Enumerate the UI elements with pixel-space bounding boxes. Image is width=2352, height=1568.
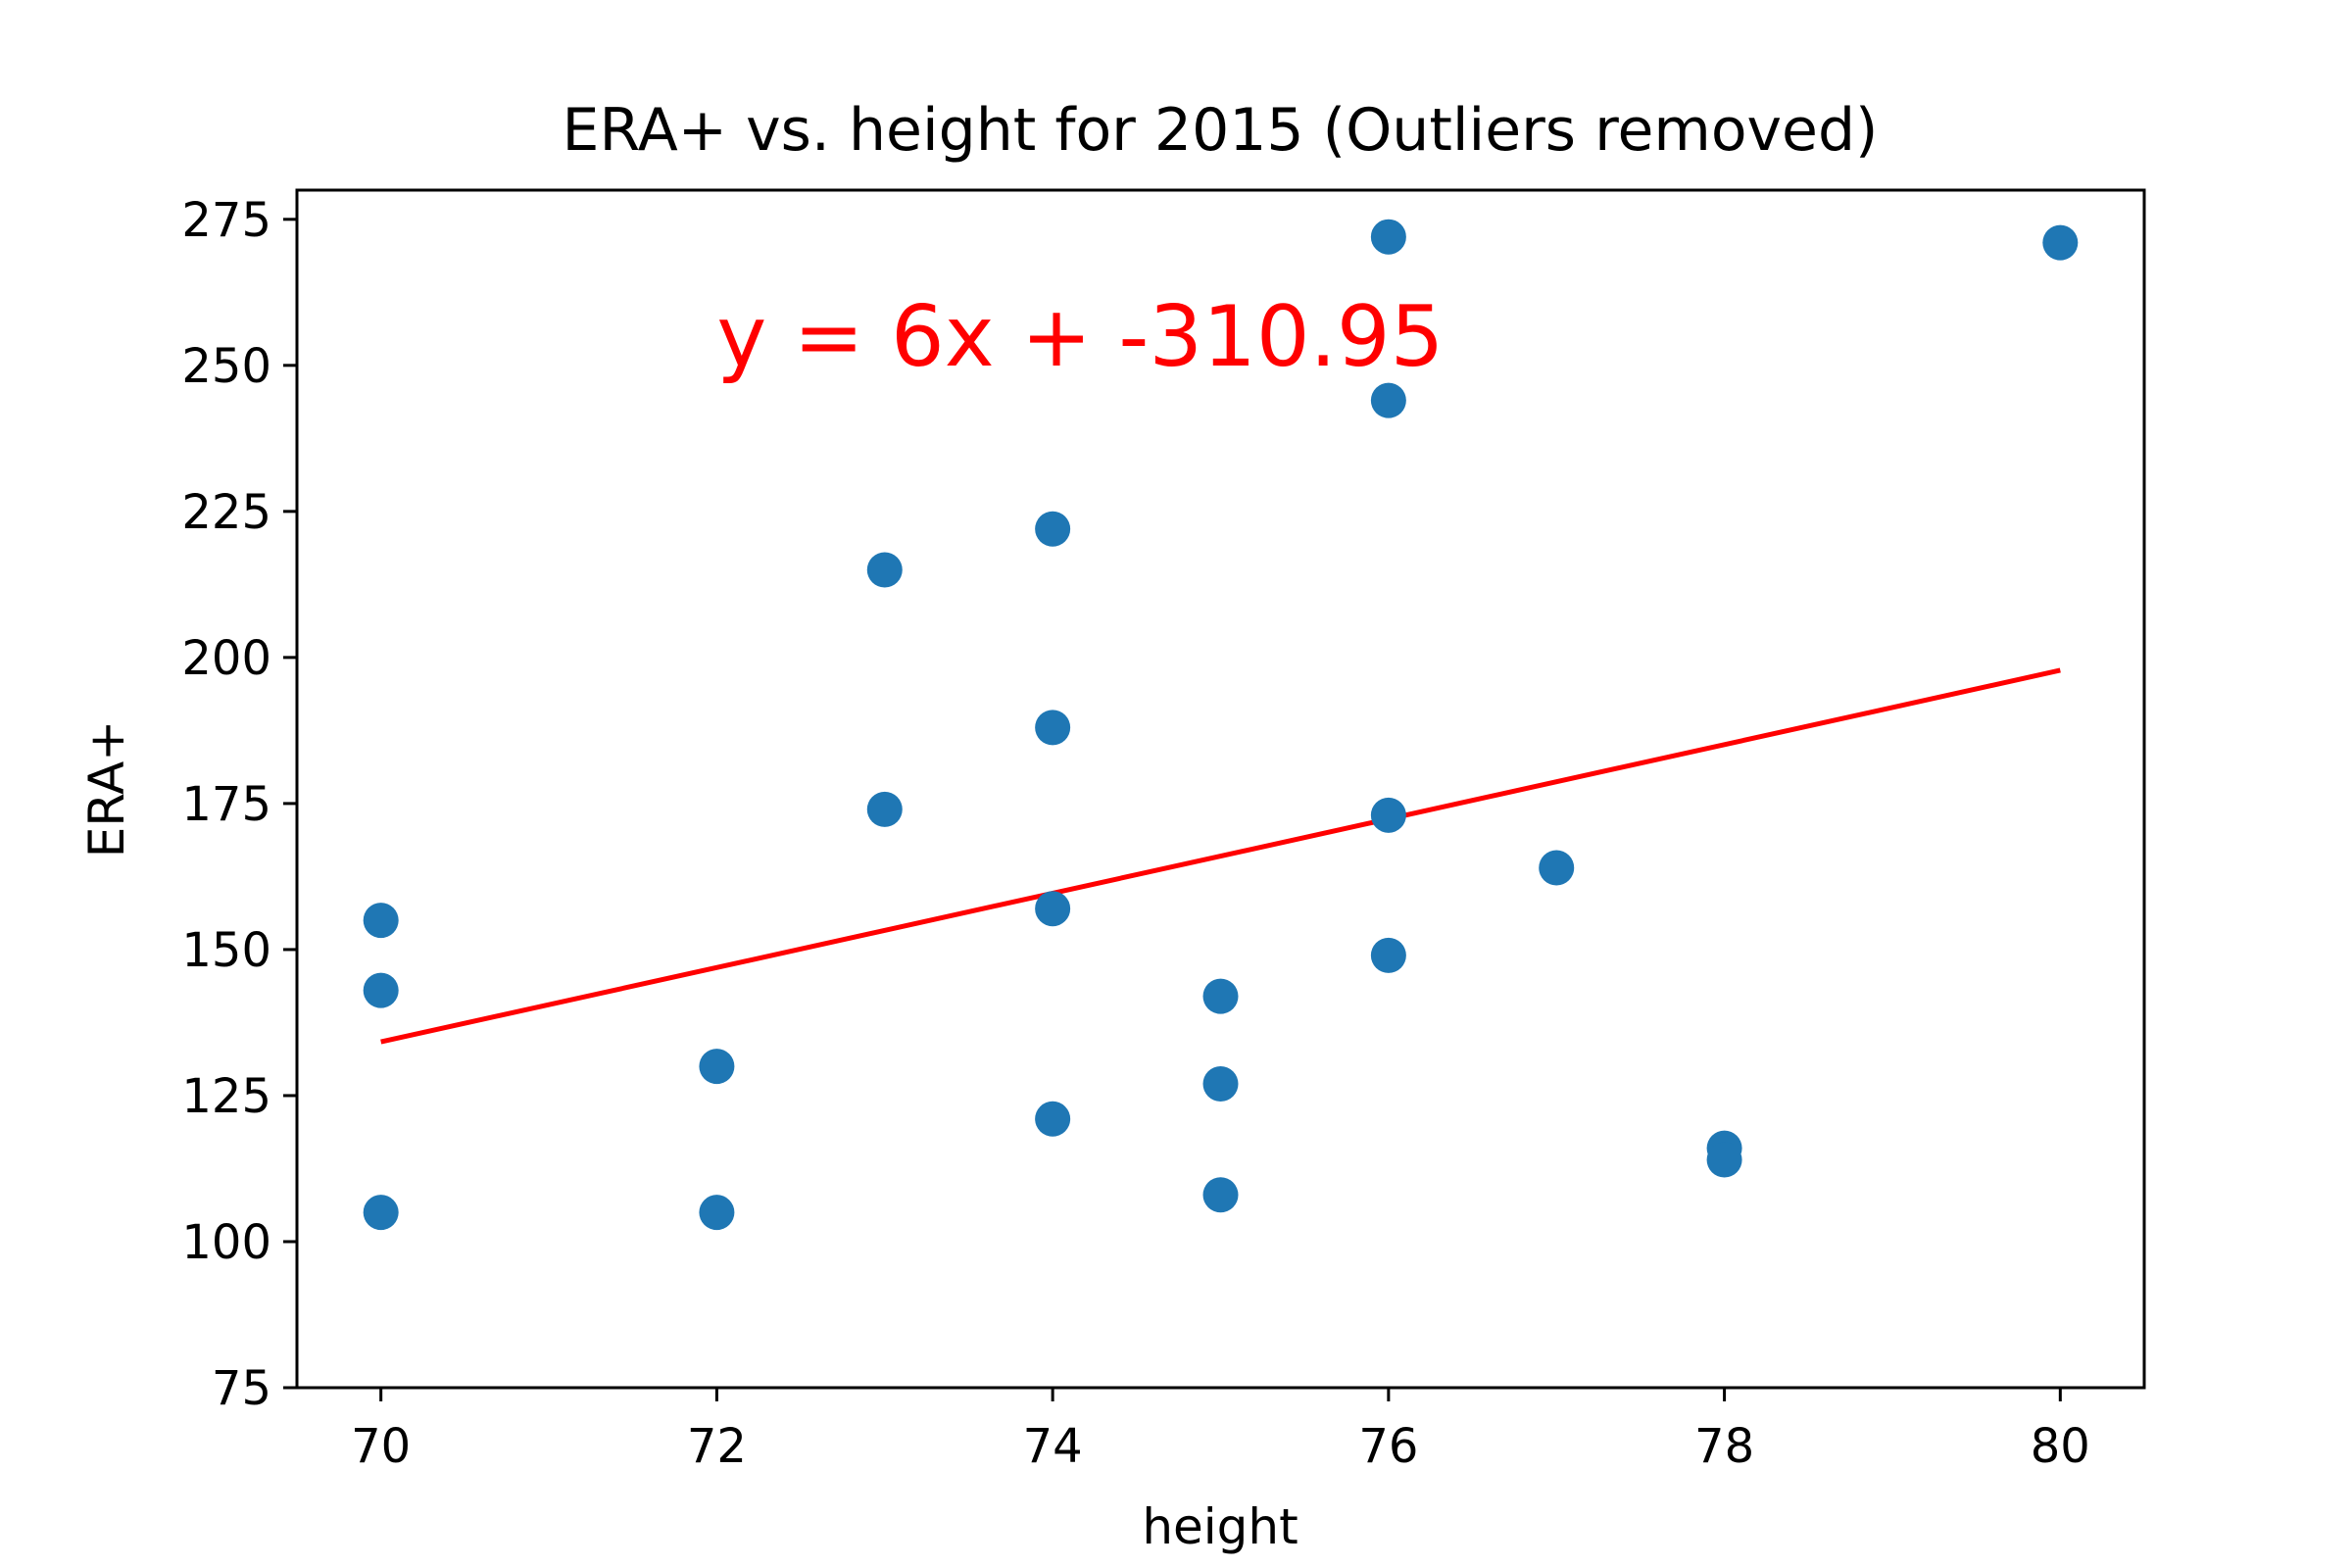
regression-line	[380, 667, 2061, 1045]
data-point	[363, 1195, 399, 1231]
data-point	[1035, 1101, 1071, 1137]
data-point	[1035, 710, 1071, 746]
x-tick-label: 74	[1023, 1419, 1083, 1474]
plot-area	[363, 219, 2079, 1231]
data-point	[1202, 978, 1239, 1014]
data-point	[1202, 1177, 1239, 1213]
x-tick-label: 72	[687, 1419, 747, 1474]
x-axis-label: height	[1142, 1498, 1298, 1555]
y-tick-label: 150	[181, 923, 271, 978]
data-point	[699, 1049, 735, 1085]
data-point	[866, 791, 903, 827]
data-point	[2042, 224, 2079, 261]
data-point	[1035, 891, 1071, 927]
y-axis-label: ERA+	[78, 720, 135, 858]
x-tick-label: 80	[2031, 1419, 2090, 1474]
data-point	[1539, 850, 1575, 886]
y-tick-label: 275	[181, 193, 271, 248]
y-tick-label: 175	[181, 777, 271, 832]
axes-frame	[295, 188, 2146, 1390]
y-tick-label: 250	[181, 339, 271, 394]
data-point	[363, 903, 399, 939]
data-point	[1035, 511, 1071, 547]
chart-title: ERA+ vs. height for 2015 (Outliers remov…	[563, 96, 1879, 165]
y-axis: 75 100 125 150 175 200 225 250 275	[181, 193, 297, 1416]
data-point	[1370, 937, 1406, 973]
x-tick-label: 70	[351, 1419, 411, 1474]
data-point	[1202, 1066, 1239, 1102]
fit-equation-annotation: y = 6x + -310.95	[716, 288, 1444, 386]
x-tick-label: 76	[1358, 1419, 1418, 1474]
data-point	[1370, 219, 1406, 255]
x-axis: 70 72 74 76 78 80	[351, 1388, 2090, 1474]
y-tick-label: 100	[181, 1215, 271, 1270]
data-point	[363, 972, 399, 1008]
x-tick-label: 78	[1694, 1419, 1754, 1474]
y-tick-label: 200	[181, 631, 271, 686]
data-point	[1370, 382, 1406, 418]
y-tick-label: 225	[181, 485, 271, 540]
data-point	[866, 552, 903, 588]
y-tick-label: 125	[181, 1069, 271, 1124]
data-point	[1370, 797, 1406, 833]
data-point	[1706, 1142, 1742, 1178]
data-point	[699, 1195, 735, 1231]
y-tick-label: 75	[212, 1361, 271, 1416]
